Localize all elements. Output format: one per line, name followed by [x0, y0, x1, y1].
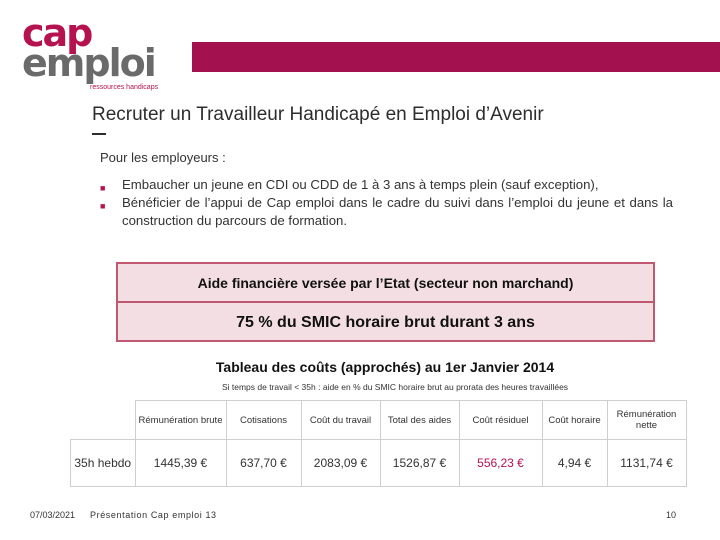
page-number: 10: [666, 510, 677, 520]
header-bar: [192, 42, 720, 72]
header-cout-residuel: Coût résiduel: [458, 400, 543, 440]
cap-emploi-logo: cap emploi ressources handicaps: [22, 11, 172, 91]
logo-tagline: ressources handicaps: [90, 84, 159, 91]
table-row: 35h hebdo 1445,39 € 637,70 € 2083,09 € 1…: [70, 439, 687, 487]
cell-cout-travail: 2083,09 €: [300, 439, 381, 487]
aid-box: Aide financière versée par l’Etat (secte…: [116, 262, 655, 342]
bullet-item: ■ Bénéficier de l’appui de Cap emploi da…: [100, 194, 673, 230]
logo-emploi-text: emploi: [22, 41, 157, 85]
table-header-row: Rémunération brute Cotisations Coût du t…: [70, 400, 687, 440]
bullet-text: Embaucher un jeune en CDI ou CDD de 1 à …: [122, 177, 599, 192]
intro-text: Pour les employeurs :: [100, 150, 226, 165]
header-cout-horaire: Coût horaire: [541, 400, 608, 440]
header-cout-travail: Coût du travail: [300, 400, 381, 440]
aid-value: 75 % du SMIC horaire brut durant 3 ans: [236, 313, 535, 331]
table-corner: [70, 400, 136, 440]
footer-text: Présentation Cap emploi 13: [90, 510, 217, 520]
cost-table: Rémunération brute Cotisations Coût du t…: [70, 400, 687, 487]
title-underline: [92, 133, 106, 135]
header-cotisations: Cotisations: [225, 400, 302, 440]
square-bullet-icon: ■: [100, 183, 106, 193]
square-bullet-icon: ■: [100, 201, 106, 211]
cell-total-aides: 1526,87 €: [379, 439, 460, 487]
header-total-aides: Total des aides: [379, 400, 460, 440]
cell-cout-residuel: 556,23 €: [458, 439, 543, 487]
cell-cotisations: 637,70 €: [225, 439, 302, 487]
bullet-text: Bénéficier de l’appui de Cap emploi dans…: [122, 195, 673, 228]
cell-cout-horaire: 4,94 €: [541, 439, 608, 487]
bullet-item: ■ Embaucher un jeune en CDI ou CDD de 1 …: [100, 176, 673, 194]
table-note: Si temps de travail < 35h : aide en % du…: [221, 382, 569, 392]
slide-title: Recruter un Travailleur Handicapé en Emp…: [92, 104, 544, 125]
table-title: Tableau des coûts (approchés) au 1er Jan…: [215, 359, 555, 375]
header-remuneration-nette: Rémunération nette: [606, 400, 687, 440]
logo-cap-text: cap: [22, 11, 93, 55]
cell-remuneration-brute: 1445,39 €: [134, 439, 227, 487]
header-remuneration-brute: Rémunération brute: [134, 400, 227, 440]
bullet-list: ■ Embaucher un jeune en CDI ou CDD de 1 …: [100, 176, 673, 230]
footer-date: 07/03/2021: [30, 510, 76, 520]
row-label: 35h hebdo: [70, 439, 136, 487]
cell-remuneration-nette: 1131,74 €: [606, 439, 687, 487]
aid-heading: Aide financière versée par l’Etat (secte…: [118, 264, 653, 303]
